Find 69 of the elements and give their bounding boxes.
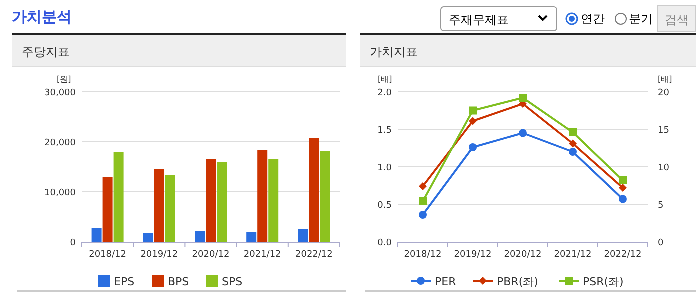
- y-tick-label: 30,000: [44, 88, 76, 98]
- text: 주재무제표: [449, 13, 509, 27]
- bar: [92, 228, 102, 242]
- y2-tick-label: 20: [658, 88, 670, 98]
- text: 검색: [665, 13, 689, 27]
- x-tick-label: 2020/12: [192, 250, 230, 260]
- point: [569, 128, 577, 136]
- y-tick-label: 20,000: [44, 138, 76, 148]
- point: [569, 140, 577, 148]
- y2-tick-label: 5: [658, 201, 664, 211]
- bar: [206, 160, 216, 242]
- x-tick-label: 2021/12: [554, 250, 592, 260]
- y2-tick-label: 15: [658, 126, 670, 136]
- chart-title: 주당지표: [22, 45, 70, 59]
- x-tick-label: 2022/12: [296, 250, 333, 260]
- point: [469, 144, 477, 152]
- point: [419, 211, 427, 219]
- bar: [102, 178, 113, 242]
- point: [419, 198, 427, 206]
- x-tick-label: 2021/12: [244, 250, 282, 260]
- bar: [258, 150, 268, 242]
- y-tick-label: 10,000: [44, 188, 76, 198]
- y-tick-label: 0.0: [378, 238, 392, 248]
- x-tick-label: 2019/12: [140, 250, 178, 260]
- text: 가치분석: [12, 8, 72, 26]
- y-axis-title: [원]: [57, 75, 72, 84]
- bar: [217, 162, 227, 242]
- point: [519, 94, 527, 102]
- chart-title: 가치지표: [370, 45, 418, 59]
- point: [619, 195, 627, 204]
- y-tick-label: 1.5: [378, 126, 392, 136]
- legend-label: BPS: [168, 276, 190, 288]
- point: [469, 117, 477, 126]
- y-tick-label: 2.0: [378, 88, 392, 98]
- bar: [165, 176, 176, 242]
- y-tick-label: 0: [70, 238, 76, 248]
- point: [469, 106, 477, 115]
- bar: [246, 232, 257, 242]
- y2-axis-title: [배]: [658, 75, 672, 84]
- legend-label: SPS: [222, 276, 243, 288]
- y-axis-title: [배]: [378, 75, 392, 84]
- bar: [143, 234, 154, 242]
- point: [419, 182, 427, 190]
- legend-label: EPS: [114, 276, 135, 288]
- y-tick-label: 1.0: [378, 164, 392, 174]
- point: [569, 148, 577, 156]
- bar: [320, 152, 330, 242]
- bar: [114, 152, 124, 242]
- y2-tick-label: 0: [658, 238, 664, 248]
- point: [519, 129, 527, 138]
- y-tick-label: 0.5: [378, 201, 392, 211]
- legend-label: PER: [435, 276, 457, 288]
- point: [619, 184, 627, 192]
- bar: [298, 230, 308, 242]
- bar: [154, 170, 164, 242]
- point: [619, 176, 627, 184]
- bar: [268, 160, 279, 242]
- text: 분기: [629, 12, 653, 26]
- text: 연간: [581, 12, 605, 26]
- x-tick-label: 2022/12: [604, 250, 642, 260]
- bar: [309, 138, 320, 242]
- x-tick-label: 2018/12: [404, 250, 442, 260]
- legend-label: PSR(좌): [583, 276, 624, 288]
- x-tick-label: 2018/12: [89, 250, 126, 260]
- legend-label: PBR(좌): [497, 276, 538, 288]
- x-tick-label: 2019/12: [454, 250, 492, 260]
- bar: [195, 232, 205, 242]
- x-tick-label: 2020/12: [504, 250, 542, 260]
- y2-tick-label: 10: [658, 164, 670, 174]
